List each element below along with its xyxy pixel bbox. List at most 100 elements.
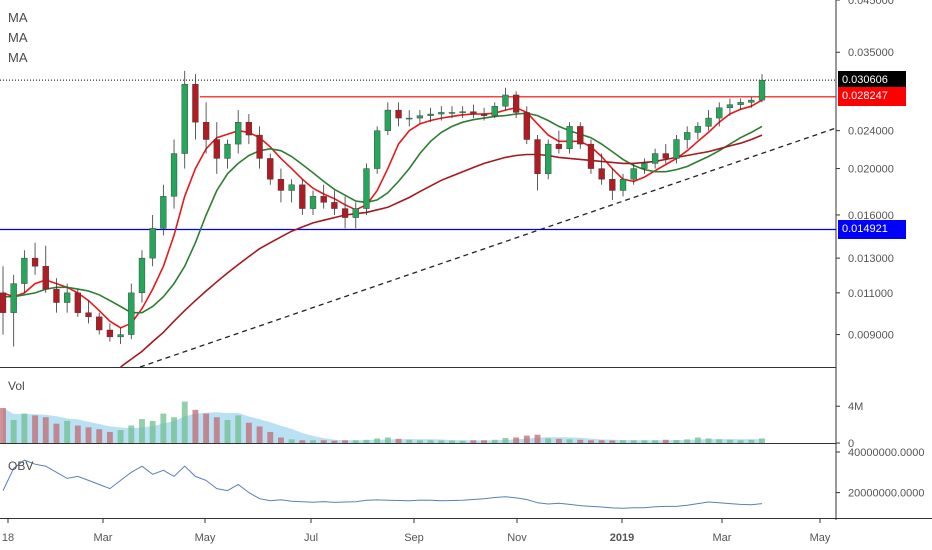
candle-body <box>106 329 114 338</box>
candle-body <box>598 168 605 180</box>
candle-body <box>138 257 146 294</box>
candle-body <box>170 153 178 197</box>
volume-bar <box>577 439 584 443</box>
volume-bar <box>481 440 487 443</box>
candle-body <box>213 139 220 159</box>
volume-bar <box>128 425 135 443</box>
candle-body <box>245 121 253 136</box>
candle-body <box>470 111 477 115</box>
volume-bar <box>149 420 156 443</box>
candle-body <box>363 168 370 209</box>
volume-bar <box>630 440 637 443</box>
candle-body <box>726 104 734 108</box>
last-price-tag: 0.030606 <box>838 70 906 90</box>
candle-body <box>267 158 274 180</box>
volume-bar <box>384 437 391 443</box>
candle-body <box>149 228 156 259</box>
volume-bar <box>106 431 113 443</box>
candle-body <box>416 115 424 119</box>
volume-bar <box>288 439 295 443</box>
volume-bar <box>694 437 701 443</box>
volume-bar <box>737 440 744 443</box>
candle-body <box>459 111 466 113</box>
volume-bar <box>662 439 669 443</box>
price-tick-label: 0.020000 <box>848 164 894 176</box>
volume-bar <box>42 417 49 443</box>
volume-bar <box>0 408 6 443</box>
candle-body <box>202 121 210 140</box>
volume-bar <box>181 401 188 443</box>
volume-bar <box>566 439 573 443</box>
volume-bar <box>555 438 562 443</box>
volume-bar <box>374 438 381 443</box>
volume-bar <box>171 417 177 443</box>
volume-pane-label: Vol <box>8 379 25 393</box>
volume-bar <box>620 440 626 443</box>
candle-body <box>630 168 637 180</box>
volume-bar <box>652 440 659 443</box>
volume-bar <box>416 440 423 443</box>
candle-body <box>42 266 49 290</box>
volume-bar <box>705 438 712 443</box>
price-tick-label: 0.011000 <box>848 288 893 300</box>
volume-bar <box>684 439 691 443</box>
volume-moving-average-area <box>3 408 762 443</box>
candle-body <box>10 283 17 313</box>
candle-body <box>673 139 680 159</box>
volume-bar <box>545 438 552 443</box>
candle-body <box>427 113 434 116</box>
volume-bar <box>598 440 605 443</box>
volume-bar <box>21 413 28 443</box>
obv-pane-label: OBV <box>8 459 34 473</box>
volume-bar <box>641 440 648 443</box>
volume-bar <box>427 440 434 443</box>
volume-bar <box>748 439 755 443</box>
candle-body <box>406 117 413 120</box>
candle-body <box>523 112 530 140</box>
candle-body <box>224 143 231 159</box>
candle-body <box>96 316 103 331</box>
volume-bar <box>139 419 145 443</box>
time-tick-label: Mar <box>713 532 732 544</box>
volume-bar <box>10 420 17 443</box>
volume-bar <box>363 439 370 443</box>
moving-average-line-2 <box>3 112 763 314</box>
volume-bar <box>534 434 541 443</box>
candle-body <box>256 134 263 159</box>
time-tick-label: May <box>810 532 831 544</box>
volume-bar <box>203 413 210 443</box>
volume-tick-label: 0 <box>848 438 854 450</box>
time-tick-label: Jul <box>304 532 318 544</box>
time-tick-label: 18 <box>2 532 14 544</box>
price-tick-label: 0.009000 <box>848 330 894 342</box>
candle-body <box>117 334 124 338</box>
volume-bar <box>310 440 316 443</box>
volume-bar <box>213 417 220 443</box>
obv-tick-label: 20000000.0000 <box>848 488 924 500</box>
candle-body <box>737 102 744 105</box>
candle-body <box>277 179 285 191</box>
volume-bar <box>278 437 284 443</box>
candle-body <box>716 107 723 119</box>
volume-bar <box>117 430 124 443</box>
volume-bar <box>160 413 167 443</box>
candle-body <box>128 292 135 335</box>
candle-body <box>341 208 349 218</box>
candle-body <box>705 117 712 127</box>
candle-body <box>53 288 60 303</box>
candle-body <box>684 132 691 140</box>
candle-body <box>374 130 381 169</box>
candle-body <box>619 179 627 191</box>
candle-body <box>758 79 766 101</box>
volume-pane <box>0 401 765 443</box>
candle-body <box>74 292 81 313</box>
price-tick-label: 0.016000 <box>848 210 894 222</box>
volume-bar <box>459 440 466 443</box>
volume-bar <box>53 423 60 443</box>
candle-body <box>480 113 488 116</box>
candle-body <box>448 112 456 114</box>
volume-bar <box>267 431 274 443</box>
candle-body <box>512 94 520 113</box>
volume-bar <box>235 415 242 443</box>
